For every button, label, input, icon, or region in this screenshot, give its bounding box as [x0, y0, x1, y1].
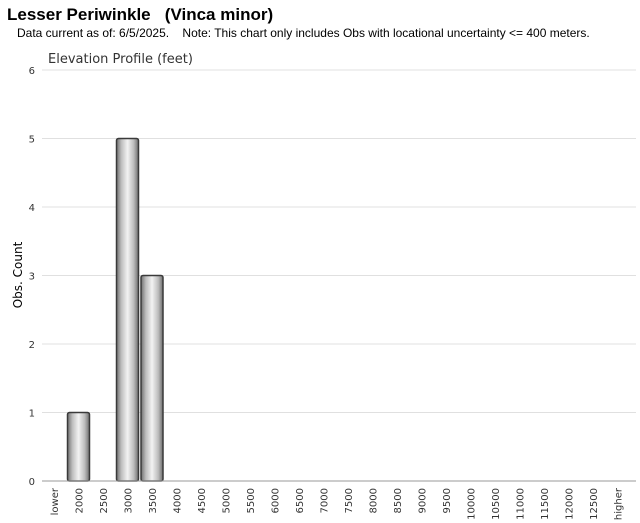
bar-3000	[115, 137, 140, 482]
x-tick-label: 10500	[491, 488, 502, 520]
y-tick-label: 0	[29, 477, 35, 488]
x-tick-label: 5500	[246, 488, 257, 513]
x-tick-label: 4500	[197, 488, 208, 513]
x-tick-label: 9500	[442, 488, 453, 513]
x-tick-label: 7500	[344, 488, 355, 513]
x-tick-label: 11000	[516, 488, 527, 520]
x-tick-label: 8500	[393, 488, 404, 513]
x-tick-label: 10000	[467, 488, 478, 520]
y-tick-label: 5	[29, 135, 35, 146]
x-tick-label: 4000	[173, 488, 184, 513]
y-tick-label: 1	[29, 409, 35, 420]
x-tick-label: 3500	[148, 488, 159, 513]
y-tick-label: 2	[29, 340, 35, 351]
x-tick-label: 12500	[589, 488, 600, 520]
chart-title: Elevation Profile (feet)	[48, 52, 193, 67]
x-tick-label: 12000	[565, 488, 576, 520]
x-tick-label: lower	[50, 487, 61, 515]
page-title: Lesser Periwinkle (Vinca minor)	[7, 5, 274, 24]
y-tick-label: 3	[29, 272, 35, 283]
y-axis-label: Obs. Count	[11, 241, 25, 308]
x-tick-label: 11500	[540, 488, 551, 520]
data-note: Data current as of: 6/5/2025. Note: This…	[17, 26, 590, 40]
x-tick-label: 5000	[222, 488, 233, 513]
x-tick-label: 2000	[75, 488, 86, 513]
x-tick-label: 6500	[295, 488, 306, 513]
y-tick-label: 4	[29, 203, 35, 214]
y-tick-label: 6	[29, 66, 35, 77]
x-tick-label: 9000	[418, 488, 429, 513]
bar-3500	[140, 274, 164, 482]
x-tick-label: 8000	[369, 488, 380, 513]
x-tick-label: 3000	[124, 488, 135, 513]
x-tick-label: 2500	[99, 488, 110, 513]
x-tick-label: 7000	[320, 488, 331, 513]
x-tick-label: higher	[614, 487, 625, 520]
bar-2000	[66, 411, 91, 482]
x-tick-label: 6000	[271, 488, 282, 513]
